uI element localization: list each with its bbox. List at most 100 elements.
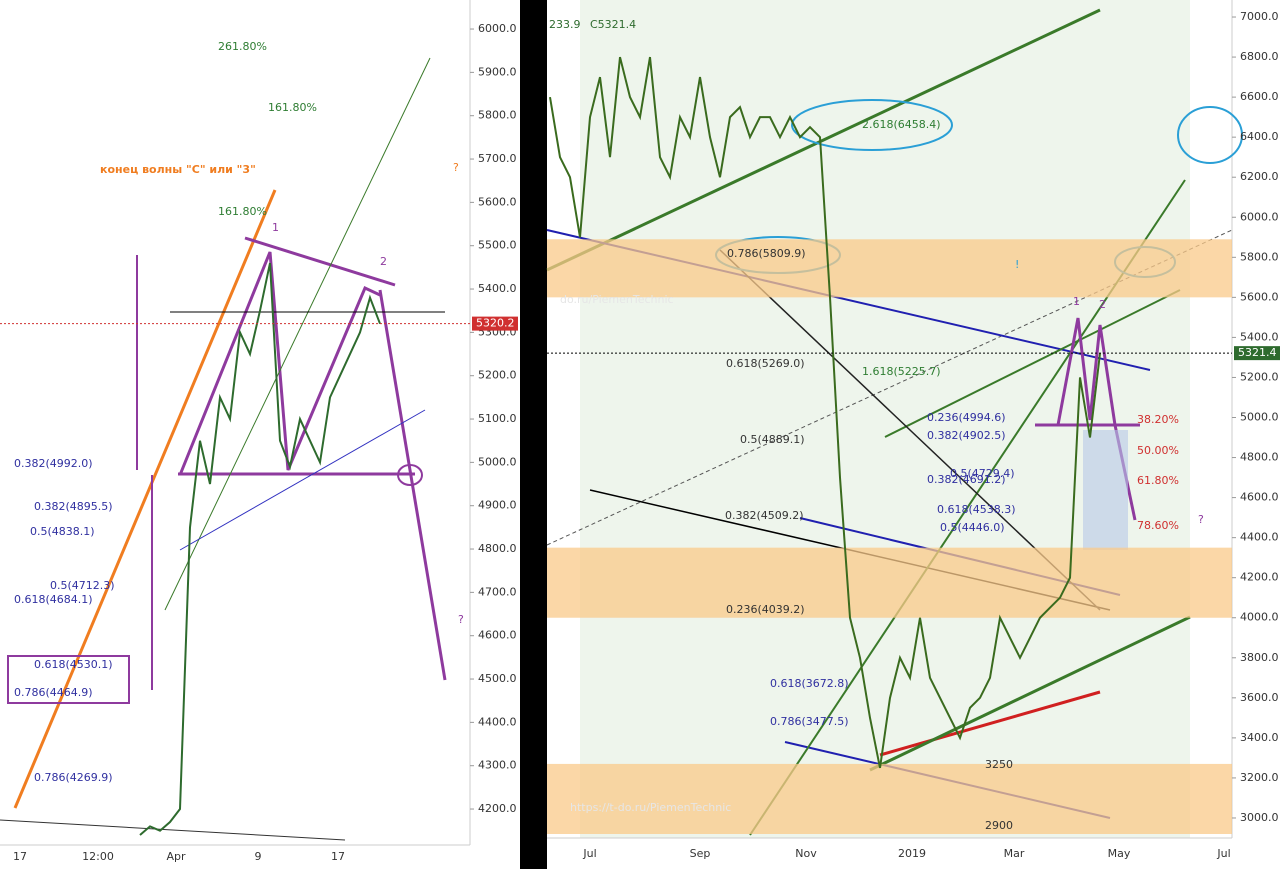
y-tick-label: 4900.0 [478,499,517,512]
annotation: 0.786(5809.9) [727,247,806,260]
circle-mark [1177,106,1243,164]
x-tick-label: Sep [690,847,711,860]
y-tick-label: 5700.0 [478,152,517,165]
target-box [1083,430,1128,550]
y-tick-label: 6000.0 [1240,210,1279,223]
x-tick-label: Mar [1004,847,1025,860]
y-tick-label: 5900.0 [478,65,517,78]
support-zone [547,547,1232,618]
annotation: 261.80% [218,40,267,53]
annotation: 0.5(4889.1) [740,433,805,446]
annotation: 0.236(4039.2) [726,603,805,616]
y-tick-label: 4000.0 [1240,611,1279,624]
y-tick-label: 3600.0 [1240,691,1279,704]
annotation: 0.382(4509.2) [725,509,804,522]
y-tick-label: 4800.0 [1240,451,1279,464]
annotation: 0.382(4902.5) [927,429,1006,442]
y-tick-label: 4600.0 [478,629,517,642]
y-tick-label: 3000.0 [1240,811,1279,824]
y-tick-label: 5600.0 [1240,290,1279,303]
trend-line [0,819,346,841]
annotation: ! [1015,258,1019,271]
price-tag [472,316,518,331]
price-tag [1234,346,1280,361]
x-tick-label: 9 [255,850,262,863]
y-tick-label: 5800.0 [1240,250,1279,263]
annotation: 0.786(4269.9) [34,771,113,784]
y-tick-label: 4200.0 [478,802,517,815]
y-tick-label: 5800.0 [478,109,517,122]
y-tick-label: 5400.0 [478,282,517,295]
annotation: 1 [1073,295,1080,308]
annotation: 0.618(3672.8) [770,677,849,690]
y-tick-label: 5500.0 [478,239,517,252]
x-tick-label: 2019 [898,847,926,860]
channel-line [884,289,1181,438]
annotation: 2 [380,255,387,268]
y-tick-label: 3200.0 [1240,771,1279,784]
annotation: do.ru/PiemenTechnic [560,293,674,306]
annotation: ? [1198,513,1204,526]
highlight-box [7,655,130,704]
price-line [139,262,381,836]
annotation: 0.382(4895.5) [34,500,113,513]
annotation: C5321.4 [590,18,636,31]
y-tick-label: 4800.0 [478,542,517,555]
y-tick-label: 4600.0 [1240,491,1279,504]
annotation: https://t-do.ru/PiemenTechnic [570,801,731,814]
support-zone [547,239,1232,298]
price-line [549,56,1101,769]
annotation: 3250 [985,758,1013,771]
y-tick-label: 5200.0 [478,369,517,382]
y-tick-label: 5000.0 [478,455,517,468]
annotation: 1 [272,221,279,234]
annotation: 0.5(4712.3) [50,579,115,592]
annotation: ? [458,613,464,626]
x-tick-label: 17 [13,850,27,863]
circle-mark [791,99,953,151]
y-tick-label: 6600.0 [1240,90,1279,103]
y-tick-label: 6200.0 [1240,170,1279,183]
annotation: конец волны "C" или "3" [100,163,256,176]
x-tick-label: 17 [331,850,345,863]
annotation: ? [453,161,459,174]
annotation: 2.618(6458.4) [862,118,941,131]
shaded-area [580,0,1190,838]
annotation: 0.618(4684.1) [14,593,93,606]
annotation: 161.80% [218,205,267,218]
annotation: 0.5(4446.0) [940,521,1005,534]
y-tick-label: 7000.0 [1240,10,1279,23]
annotation: 2 [1099,298,1106,311]
y-tick-label: 4200.0 [1240,571,1279,584]
annotation: 0.618(5269.0) [726,357,805,370]
y-tick-label: 5600.0 [478,195,517,208]
y-tick-label: 3400.0 [1240,731,1279,744]
y-tick-label: 5100.0 [478,412,517,425]
y-tick-label: 3800.0 [1240,651,1279,664]
y-tick-label: 4400.0 [478,715,517,728]
y-tick-label: 5200.0 [1240,370,1279,383]
trend-line [13,189,277,809]
y-tick-label: 5400.0 [1240,330,1279,343]
x-tick-label: Jul [582,847,596,860]
left-panel [0,0,520,869]
annotation: 0.786(4464.9) [14,686,93,699]
annotation: 233.9 [549,18,581,31]
annotation: 0.382(4992.0) [14,457,93,470]
y-tick-label: 6800.0 [1240,50,1279,63]
wave-drawing [244,236,396,287]
annotation: 0.5(4838.1) [30,525,95,538]
x-tick-label: 12:00 [82,850,114,863]
price-tag-label: 5321.4 [1238,346,1277,359]
annotation: 1.618(5225.7) [862,365,941,378]
channel-line [869,615,1191,772]
channel-line [546,8,1101,272]
wave-drawing [178,251,381,476]
y-tick-label: 4300.0 [478,759,517,772]
y-tick-label: 5000.0 [1240,410,1279,423]
annotation: 161.80% [268,101,317,114]
price-tag-label: 5320.2 [476,317,515,330]
annotation: 61.80% [1137,474,1179,487]
